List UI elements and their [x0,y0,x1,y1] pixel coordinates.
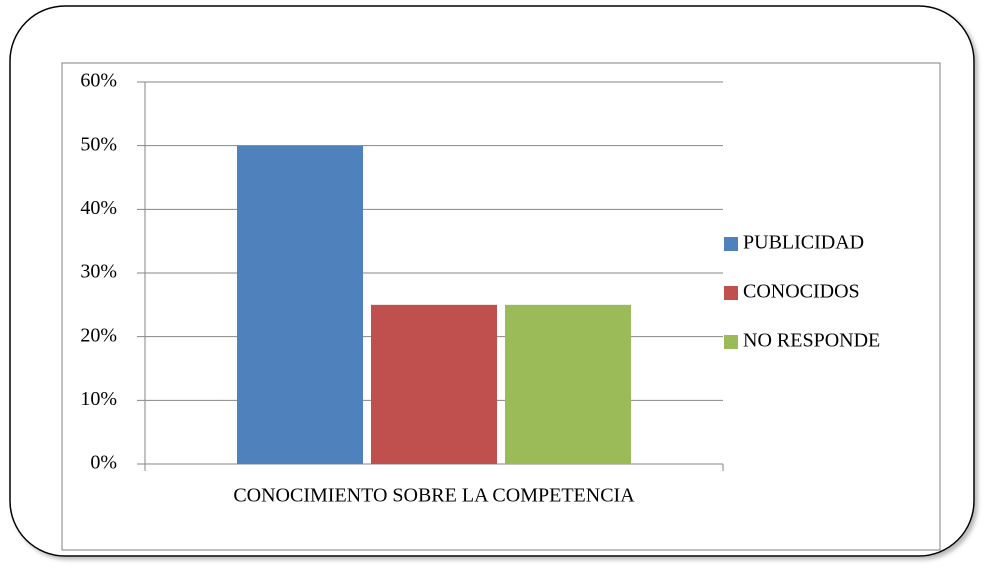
plot: 0% 10% 20% 30% 40% 50% 60% CONOCIMIENTO SOBRE L… [80,70,880,507]
legend-label: CONOCIDOS [743,281,860,303]
y-tick-label: 20% [80,324,117,346]
legend-label: NO RESPONDE [743,330,880,352]
y-tick-label: 60% [80,70,117,92]
y-tick-label: 50% [80,133,117,155]
legend-swatch [724,335,738,349]
bar [371,304,497,464]
y-tick-label: 10% [80,388,117,410]
legend-swatch [724,286,738,300]
legend-swatch [724,237,738,251]
y-tick-label: 0% [90,452,117,474]
bar [505,304,631,464]
y-tick-label: 40% [80,197,117,219]
y-tick-label: 30% [80,261,117,283]
bar [237,145,363,464]
legend-label: PUBLICIDAD [743,232,864,254]
chart-border [61,62,941,551]
x-tick-label: CONOCIMIENTO SOBRE LA COMPETENCIA [233,485,635,507]
